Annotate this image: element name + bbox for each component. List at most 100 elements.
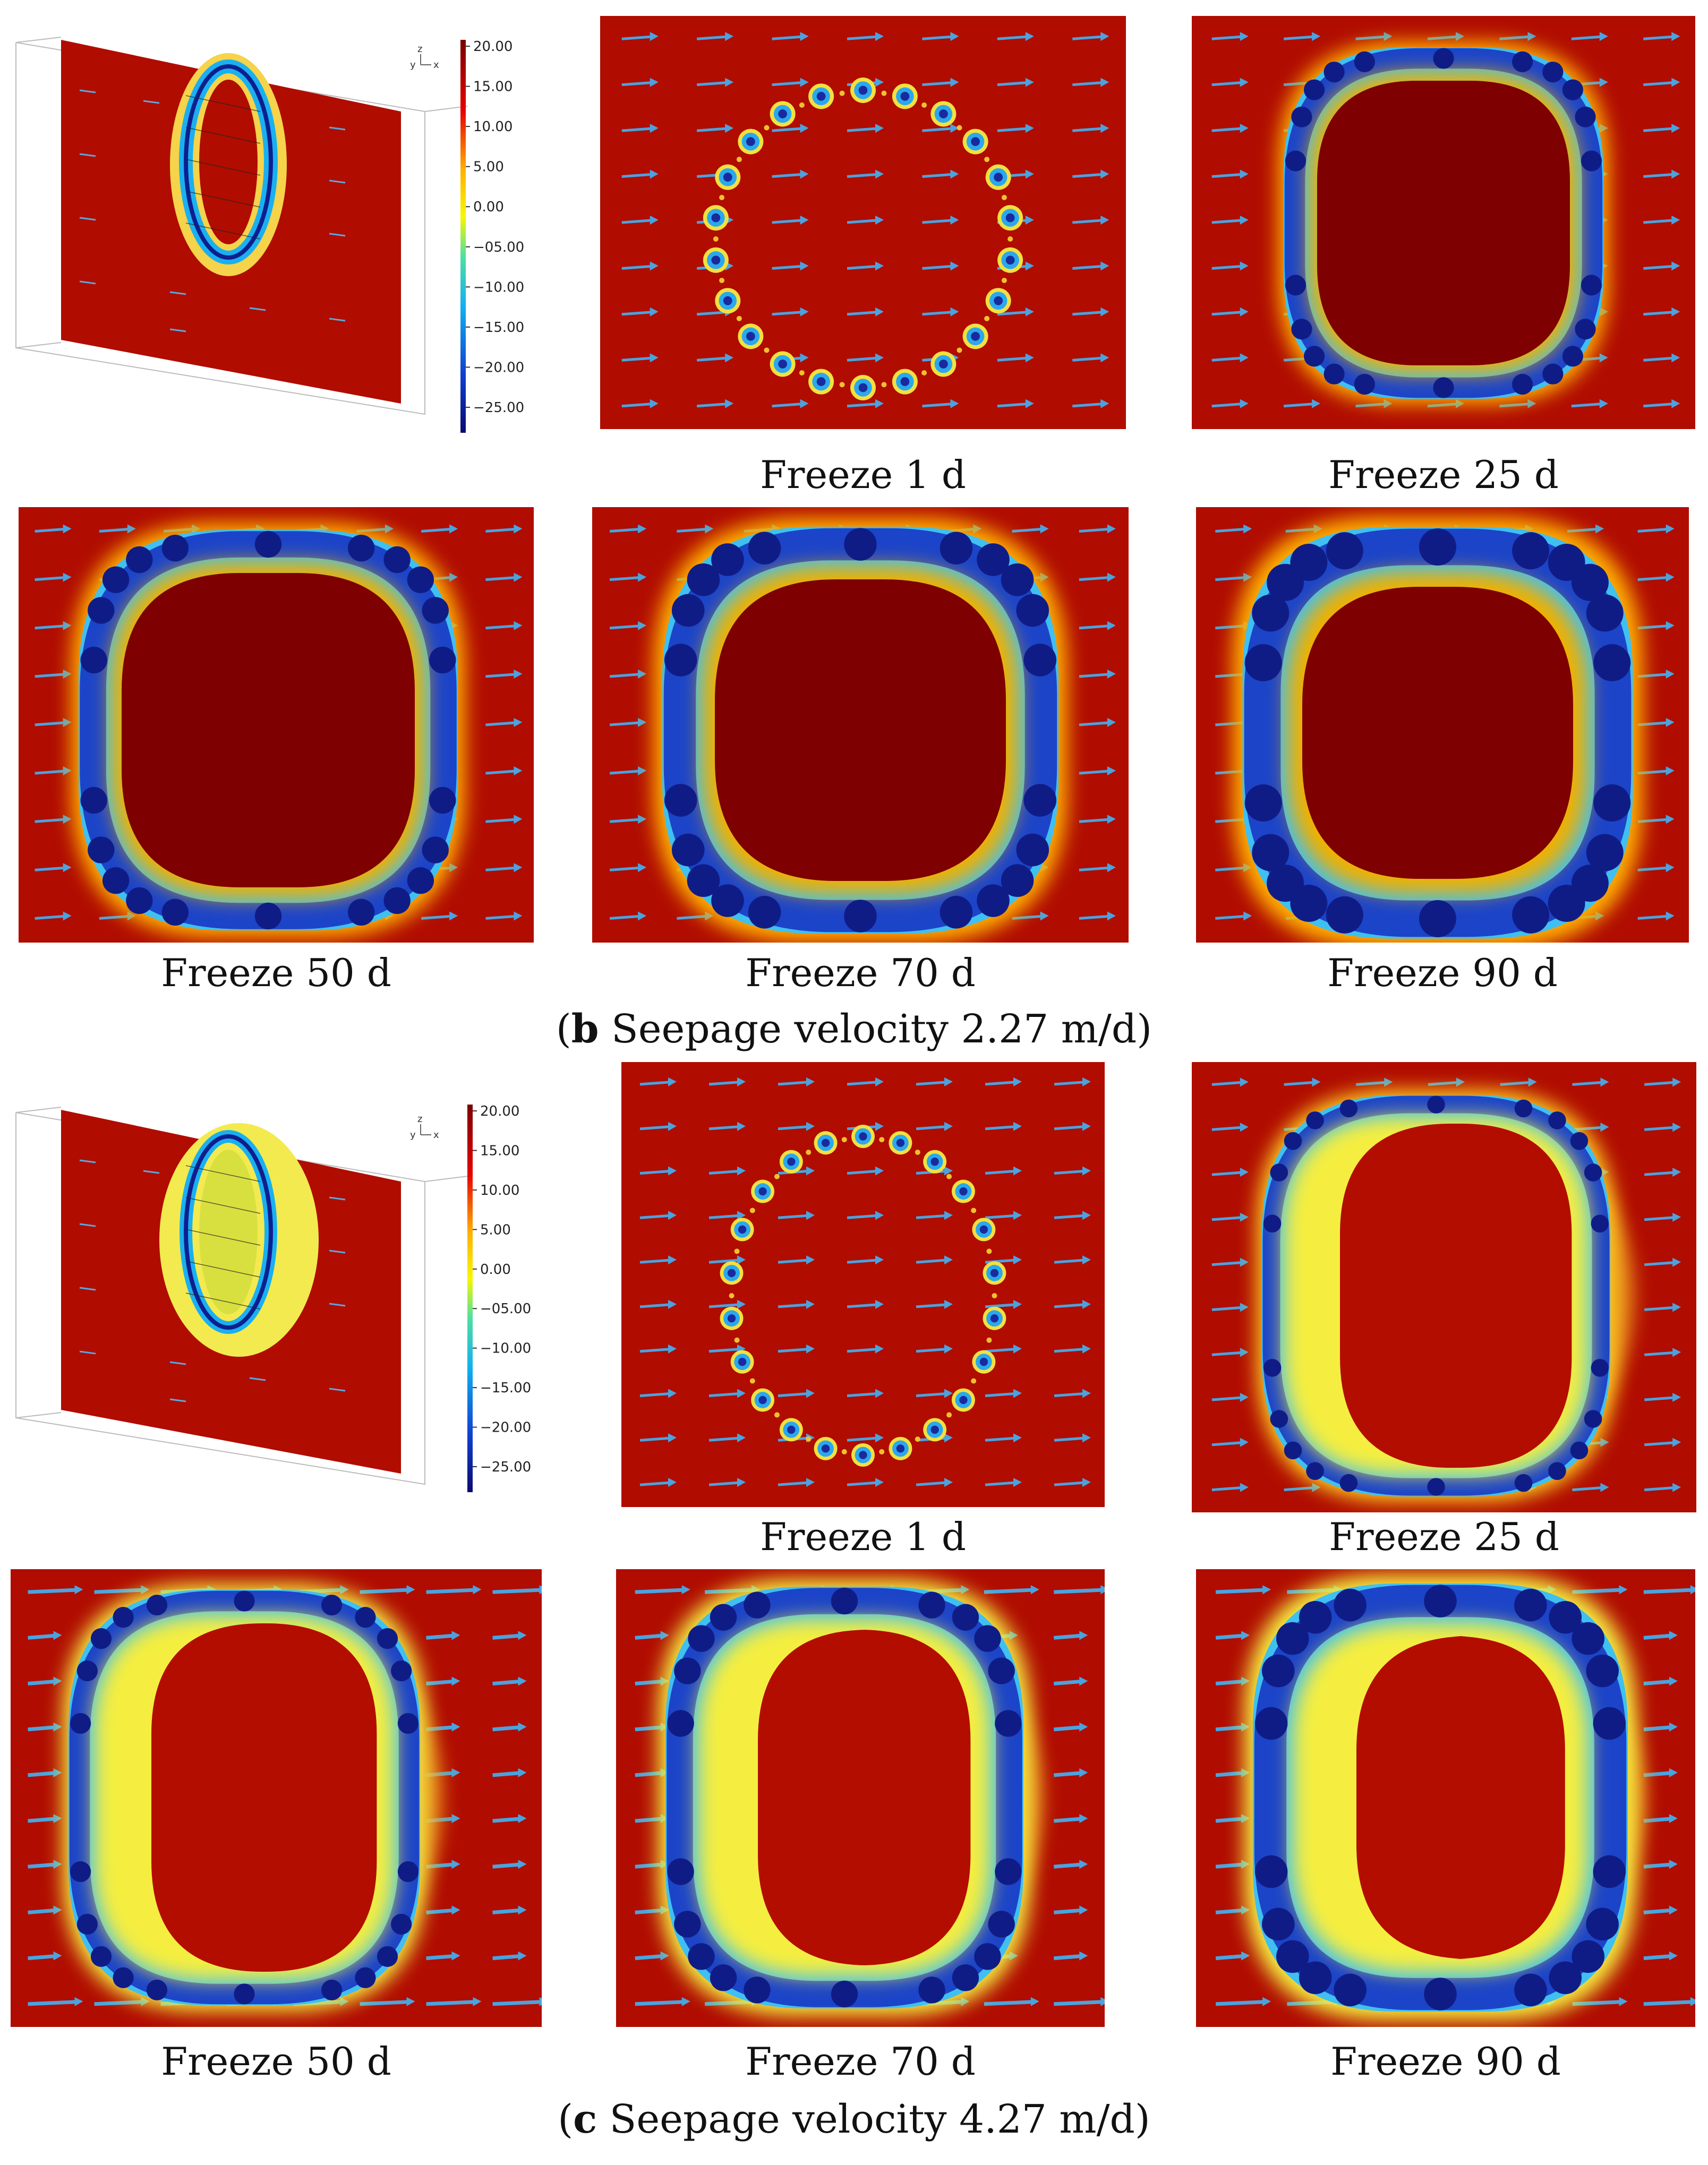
freeze-pipe xyxy=(102,566,130,593)
colorbar-tick-label: −15.00 xyxy=(480,1380,531,1396)
freeze-pipe xyxy=(146,1979,168,2001)
freeze-pipe xyxy=(1303,346,1325,367)
freeze-pipe xyxy=(1299,1961,1332,1995)
freeze-pipe xyxy=(710,1964,737,1991)
probe-dot xyxy=(719,278,725,284)
flow-arrow xyxy=(639,1125,670,1131)
probe-dot xyxy=(806,1149,812,1155)
flow-arrow xyxy=(609,769,639,775)
probe-dot xyxy=(1007,236,1013,242)
freeze-pipe xyxy=(997,247,1023,273)
flow-arrow xyxy=(1644,1216,1674,1221)
caption-b-90d: Freeze 90 d xyxy=(1327,951,1558,995)
flow-arrow xyxy=(997,311,1027,316)
colorbar-c: 20.00 15.00 10.00 5.00 0.00 −05.00 −10.00 −15.0… xyxy=(461,1097,567,1500)
freeze-pipe xyxy=(720,1306,744,1330)
flow-arrow xyxy=(635,1633,662,1640)
probe-dot xyxy=(879,1449,885,1454)
flow-arrow xyxy=(922,81,952,87)
probe-dot xyxy=(971,1208,977,1213)
freeze-pipe xyxy=(321,1594,343,1616)
flow-arrow xyxy=(1054,1392,1084,1397)
flow-arrow xyxy=(28,1862,55,1869)
flow-arrow xyxy=(922,127,952,132)
freeze-pipe xyxy=(687,563,720,596)
flow-arrow xyxy=(1215,914,1245,920)
freeze-pipe xyxy=(1001,563,1034,596)
flow-arrow xyxy=(985,1436,1015,1442)
flow-arrow xyxy=(35,528,64,533)
freeze-pipe xyxy=(951,1388,975,1412)
freeze-pipe xyxy=(355,1967,376,1988)
freeze-pipe xyxy=(1593,1707,1626,1740)
probe-dot xyxy=(774,1412,780,1418)
freeze-pipe xyxy=(664,784,697,817)
flow-arrow xyxy=(1643,311,1673,316)
flow-arrow xyxy=(916,1125,946,1131)
flow-arrow xyxy=(916,1348,946,1353)
flow-arrow xyxy=(778,1481,808,1486)
freeze-pipe xyxy=(1023,644,1057,677)
flow-arrow xyxy=(635,1680,662,1685)
flow-arrow xyxy=(492,1771,519,1777)
probe-dot xyxy=(992,1293,997,1298)
flow-arrow xyxy=(621,311,651,316)
freeze-pipe xyxy=(1285,150,1306,172)
flow-arrow xyxy=(1211,219,1241,224)
freeze-pipe xyxy=(1514,1973,1547,2007)
flow-arrow xyxy=(1054,1771,1081,1777)
flow-arrow xyxy=(985,1348,1015,1353)
freeze-pipe xyxy=(688,1943,715,1970)
flow-arrow xyxy=(639,1081,670,1086)
flow-arrow xyxy=(984,1588,1032,1594)
freeze-pipe xyxy=(951,1179,975,1203)
caption-b-50d: Freeze 50 d xyxy=(161,951,391,995)
probe-dot xyxy=(879,1137,885,1143)
flow-arrow xyxy=(696,35,727,40)
flow-arrow xyxy=(847,264,877,270)
flow-arrow xyxy=(1643,1817,1671,1823)
freeze-pipe xyxy=(808,369,834,395)
flow-arrow xyxy=(985,1170,1015,1175)
flow-arrow xyxy=(1644,1351,1674,1356)
freeze-pipe xyxy=(1284,1441,1302,1460)
flow-arrow xyxy=(35,866,64,871)
freeze-pipe xyxy=(1570,1132,1589,1150)
probe-dot xyxy=(957,125,962,131)
freeze-pipe xyxy=(146,1594,168,1616)
probe-dot xyxy=(946,1412,952,1418)
probe-dot xyxy=(841,1137,847,1143)
freeze-pipe xyxy=(397,1861,419,1882)
flow-arrow xyxy=(696,403,727,408)
freeze-pipe xyxy=(808,83,834,109)
flow-arrow xyxy=(1054,1081,1084,1086)
flow-arrow xyxy=(1211,127,1241,132)
flow-arrow xyxy=(1054,1125,1084,1131)
flow-arrow xyxy=(635,1862,662,1869)
axis-z-label-b: z xyxy=(417,44,422,55)
flow-arrow xyxy=(1079,576,1109,581)
freeze-pipe xyxy=(234,1983,255,2005)
flow-arrow xyxy=(621,264,651,270)
flow-arrow xyxy=(1072,35,1102,40)
flow-arrow xyxy=(922,173,952,178)
flow-arrow xyxy=(1072,127,1102,132)
freeze-pipe xyxy=(355,1607,376,1628)
freeze-pipe xyxy=(918,1591,945,1619)
freeze-pipe xyxy=(814,1436,838,1460)
probe-dot xyxy=(799,102,805,108)
probe-dot xyxy=(986,1248,992,1254)
freeze-pipe xyxy=(1262,1907,1295,1941)
freeze-pipe xyxy=(76,1913,98,1935)
flow-arrow xyxy=(28,1817,55,1823)
flow-arrow xyxy=(847,35,877,40)
freeze-pipe xyxy=(1424,1978,1457,2010)
freeze-pipe xyxy=(70,1713,91,1734)
probe-dot xyxy=(734,1248,740,1254)
freeze-pipe xyxy=(730,1350,754,1374)
freeze-pipe xyxy=(1244,784,1282,822)
freeze-pipe xyxy=(126,887,153,914)
freeze-pipe xyxy=(391,1660,412,1682)
flow-arrow xyxy=(99,914,129,920)
flow-arrow xyxy=(492,1725,519,1732)
